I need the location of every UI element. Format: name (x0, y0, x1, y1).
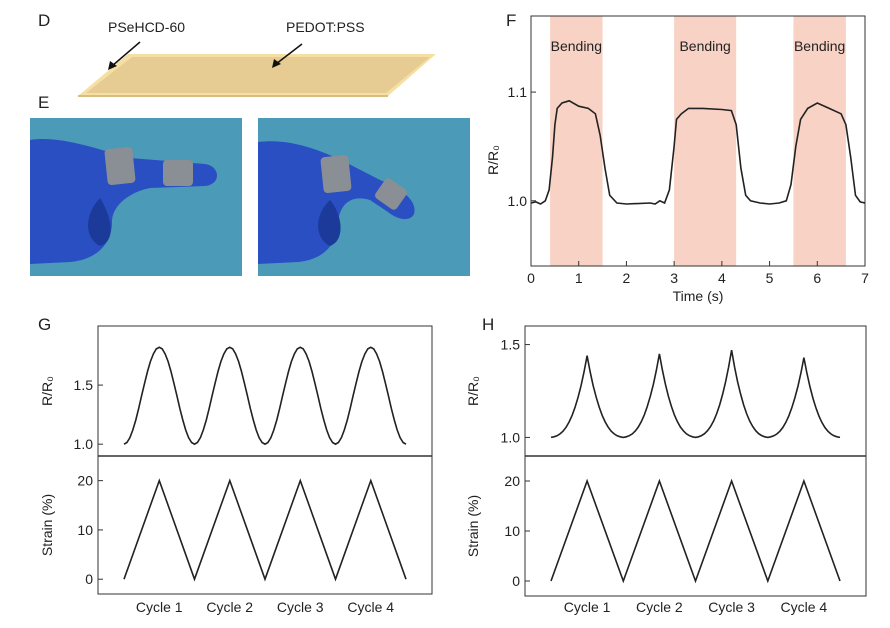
panel-e: E (30, 93, 470, 276)
bending-band-3 (793, 16, 846, 266)
panel-g-bottom-ylabel: Strain (%) (39, 494, 55, 556)
panel-h-frame (524, 325, 867, 597)
finger-straight-photo (30, 118, 242, 276)
panel-g-label: G (38, 315, 51, 334)
panel-f-y-axis: 1.0 1.1 (508, 84, 536, 209)
panel-f-label: F (506, 11, 516, 30)
bending-bands: Bending Bending Bending (550, 16, 846, 266)
panel-h: H 1.0 1.5 0 10 20 Cycle 1 Cycle 2 Cycle 3 Cycle … (465, 315, 867, 615)
panel-g-axes: 1.0 1.5 0 10 20 Cycle 1 Cycle 2 Cycle 3 Cycle 4 (74, 377, 395, 615)
pedot-pss-layer (86, 57, 430, 93)
bending-band-label: Bending (551, 38, 602, 54)
panel-f-frame (530, 15, 866, 267)
x-tick-label: 5 (766, 270, 774, 286)
bottom-y-tick-label: 10 (77, 522, 93, 538)
cycle-label: Cycle 1 (564, 599, 611, 615)
cycle-label: Cycle 3 (708, 599, 755, 615)
finger-bent-photo (258, 118, 470, 276)
top-y-tick-label: 1.0 (74, 436, 94, 452)
top-y-tick-label: 1.0 (501, 429, 521, 445)
panel-g-strain-line (123, 478, 407, 582)
bottom-y-tick-label: 0 (85, 571, 93, 587)
cycle-label: Cycle 4 (781, 599, 828, 615)
bottom-y-tick-label: 20 (504, 473, 520, 489)
annotation-pse-hcd: PSeHCD-60 (108, 19, 185, 35)
panel-h-top-ylabel: R/R₀ (465, 376, 481, 406)
x-tick-label: 7 (861, 270, 869, 286)
bending-band-1 (550, 16, 603, 266)
panel-e-label: E (38, 93, 49, 112)
arrow-head-pse-hcd (108, 61, 117, 70)
panel-f-ylabel: R/R₀ (485, 145, 501, 175)
panel-f-xlabel: Time (s) (673, 288, 724, 304)
panel-h-strain-line (550, 478, 841, 584)
panel-g-resistance-line (123, 346, 407, 446)
cycle-label: Cycle 3 (277, 599, 324, 615)
panel-g: G 1.0 1.5 0 10 20 Cycle 1 Cycle 2 Cycle 3 Cycle … (38, 315, 433, 615)
x-tick-label: 6 (813, 270, 821, 286)
bottom-y-tick-label: 20 (77, 473, 93, 489)
x-tick-label: 3 (670, 270, 678, 286)
top-y-tick-label: 1.5 (501, 337, 521, 353)
panel-h-bottom-ylabel: Strain (%) (465, 495, 481, 557)
cycle-label: Cycle 2 (636, 599, 683, 615)
panel-g-frame (97, 325, 433, 595)
panel-h-resistance-line (550, 349, 841, 439)
arrow-pedot-pss (275, 43, 303, 65)
x-tick-label: 4 (718, 270, 726, 286)
annotation-pedot-pss: PEDOT:PSS (286, 19, 365, 35)
panel-h-axes: 1.0 1.5 0 10 20 Cycle 1 Cycle 2 Cycle 3 Cycle 4 (501, 337, 828, 615)
y-tick-label: 1.0 (508, 193, 528, 209)
bottom-y-tick-label: 0 (512, 573, 520, 589)
panel-d-label: D (38, 11, 50, 30)
cycle-label: Cycle 1 (136, 599, 183, 615)
panel-f-x-axis: 0 1 2 3 4 5 6 7 (527, 261, 869, 286)
x-tick-label: 1 (575, 270, 583, 286)
bottom-y-tick-label: 10 (504, 523, 520, 539)
bending-band-label: Bending (679, 38, 730, 54)
y-tick-label: 1.1 (508, 84, 528, 100)
cycle-label: Cycle 4 (347, 599, 394, 615)
cycle-label: Cycle 2 (206, 599, 253, 615)
arrow-pse-hcd (111, 41, 141, 67)
bending-band-label: Bending (794, 38, 845, 54)
arrow-head-pedot-pss (272, 59, 281, 68)
panel-h-label: H (482, 315, 494, 334)
bending-band-2 (674, 16, 737, 266)
x-tick-label: 2 (623, 270, 631, 286)
panel-d: D PSeHCD-60 PEDOT:PSS (38, 11, 436, 97)
x-tick-label: 0 (527, 270, 535, 286)
panel-f-series-line (530, 99, 866, 205)
top-y-tick-label: 1.5 (74, 377, 94, 393)
panel-g-top-ylabel: R/R₀ (39, 376, 55, 406)
